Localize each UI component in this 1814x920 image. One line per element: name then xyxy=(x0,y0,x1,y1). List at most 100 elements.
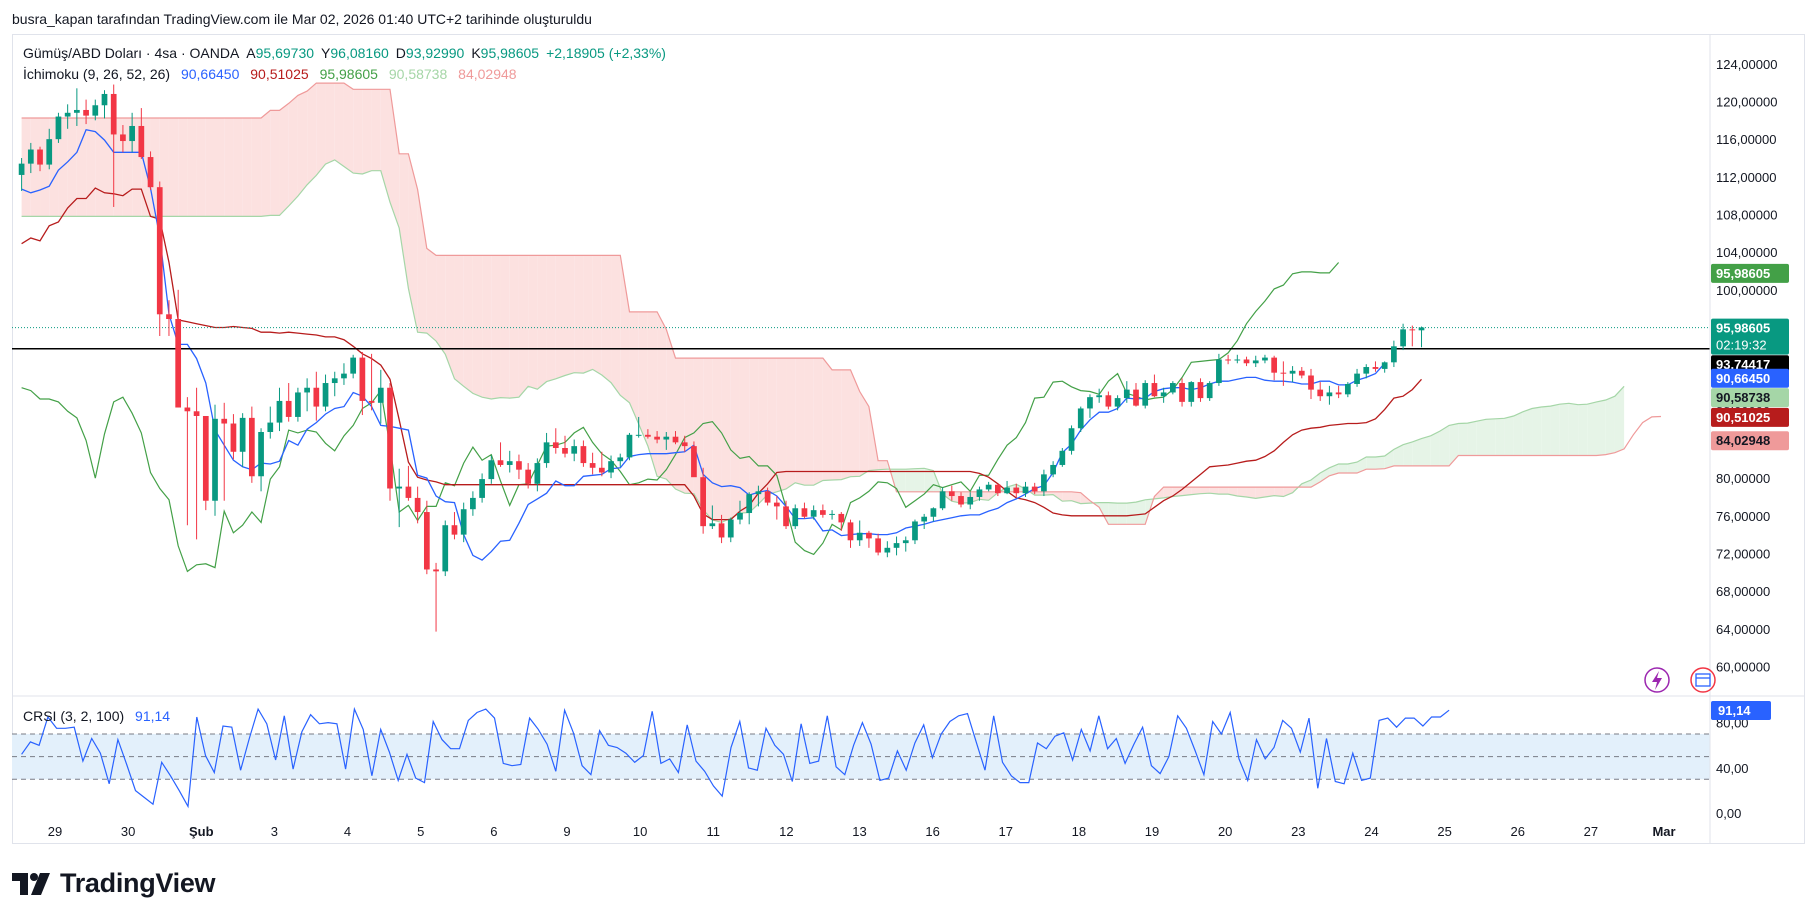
candle[interactable] xyxy=(598,451,605,477)
candle[interactable] xyxy=(1289,366,1296,383)
candle[interactable] xyxy=(396,468,403,528)
candle[interactable] xyxy=(1188,381,1195,407)
candle[interactable] xyxy=(737,500,743,525)
candle[interactable] xyxy=(267,406,274,439)
candle[interactable] xyxy=(331,371,338,397)
candle[interactable] xyxy=(460,502,467,543)
candle[interactable] xyxy=(663,432,670,450)
candle[interactable] xyxy=(276,387,283,432)
candle[interactable] xyxy=(1335,385,1342,399)
candle[interactable] xyxy=(1160,387,1167,403)
candle[interactable] xyxy=(709,505,716,529)
symbol-name[interactable]: Gümüş/ABD Doları · 4sa · OANDA xyxy=(23,45,240,61)
candle[interactable] xyxy=(958,492,964,508)
ichimoku-legend[interactable]: İchimoku (9, 26, 52, 26) 90,66450 90,510… xyxy=(23,66,524,82)
candle[interactable] xyxy=(543,432,550,468)
candle[interactable] xyxy=(976,486,983,501)
candle[interactable] xyxy=(83,99,89,125)
candle[interactable] xyxy=(239,413,246,467)
candle[interactable] xyxy=(1068,425,1075,455)
candle[interactable] xyxy=(1317,382,1324,401)
candle[interactable] xyxy=(1326,385,1333,405)
candle[interactable] xyxy=(37,146,43,172)
candle[interactable] xyxy=(764,487,771,506)
candle[interactable] xyxy=(1133,383,1139,407)
candle[interactable] xyxy=(681,435,688,452)
candle[interactable] xyxy=(1391,340,1397,368)
candle[interactable] xyxy=(451,512,458,540)
candle[interactable] xyxy=(387,383,393,501)
candle[interactable] xyxy=(727,517,734,543)
candle[interactable] xyxy=(350,354,357,379)
candle[interactable] xyxy=(1031,482,1038,495)
candle[interactable] xyxy=(773,496,780,520)
candle[interactable] xyxy=(64,104,71,129)
candle[interactable] xyxy=(1243,356,1250,367)
candle[interactable] xyxy=(1409,325,1416,347)
candle[interactable] xyxy=(902,536,909,552)
ichimoku-name[interactable]: İchimoku (9, 26, 52, 26) xyxy=(23,66,171,82)
candle[interactable] xyxy=(1004,480,1010,495)
candle[interactable] xyxy=(700,467,706,534)
candle[interactable] xyxy=(691,441,697,478)
candle[interactable] xyxy=(147,151,154,191)
candle[interactable] xyxy=(1197,378,1204,402)
candle[interactable] xyxy=(27,142,34,174)
candle[interactable] xyxy=(645,429,651,439)
candle[interactable] xyxy=(856,520,863,546)
price-candles[interactable] xyxy=(18,84,1425,632)
candle[interactable] xyxy=(1363,364,1370,379)
candle[interactable] xyxy=(359,351,366,416)
candle[interactable] xyxy=(1234,354,1241,364)
candle[interactable] xyxy=(1418,326,1425,348)
candle[interactable] xyxy=(672,431,679,445)
candle[interactable] xyxy=(746,492,753,525)
candle[interactable] xyxy=(838,512,845,531)
candle[interactable] xyxy=(552,428,559,454)
candle[interactable] xyxy=(442,520,449,577)
candle[interactable] xyxy=(967,492,974,510)
candle[interactable] xyxy=(580,440,587,467)
candle[interactable] xyxy=(295,387,301,422)
chart-frame[interactable] xyxy=(12,34,1805,844)
candle[interactable] xyxy=(368,353,375,411)
candle[interactable] xyxy=(341,363,347,385)
candle[interactable] xyxy=(912,519,918,545)
candle[interactable] xyxy=(1298,367,1305,379)
candle[interactable] xyxy=(1206,381,1213,401)
candle[interactable] xyxy=(1041,469,1047,497)
candle[interactable] xyxy=(1123,381,1130,403)
candle[interactable] xyxy=(1114,395,1121,411)
candle[interactable] xyxy=(506,450,513,473)
candle[interactable] xyxy=(1344,382,1351,398)
candle[interactable] xyxy=(138,108,145,159)
candle[interactable] xyxy=(92,99,99,121)
candle[interactable] xyxy=(820,504,826,518)
candle[interactable] xyxy=(516,454,522,480)
candle[interactable] xyxy=(433,562,439,632)
candle[interactable] xyxy=(221,402,228,501)
candle[interactable] xyxy=(1077,406,1084,432)
crsi-pane[interactable] xyxy=(12,706,1710,809)
candle[interactable] xyxy=(101,90,108,119)
crsi-legend[interactable]: CRSI (3, 2, 100) 91,14 xyxy=(23,708,177,724)
candle[interactable] xyxy=(1151,374,1158,398)
candle[interactable] xyxy=(1087,394,1093,418)
candle[interactable] xyxy=(1050,461,1056,478)
candle[interactable] xyxy=(1354,368,1360,387)
candle[interactable] xyxy=(893,536,900,556)
candle[interactable] xyxy=(46,128,53,170)
calendar-icon[interactable] xyxy=(1690,667,1716,693)
candle[interactable] xyxy=(1280,361,1287,386)
candle[interactable] xyxy=(1142,380,1149,409)
candle[interactable] xyxy=(792,504,799,529)
candle[interactable] xyxy=(18,157,25,191)
candle[interactable] xyxy=(948,485,955,501)
crsi-line[interactable] xyxy=(21,706,1450,809)
candle[interactable] xyxy=(810,505,817,520)
candle[interactable] xyxy=(74,88,80,126)
candle[interactable] xyxy=(1252,355,1259,368)
candle[interactable] xyxy=(1179,378,1185,407)
candle[interactable] xyxy=(248,406,255,483)
